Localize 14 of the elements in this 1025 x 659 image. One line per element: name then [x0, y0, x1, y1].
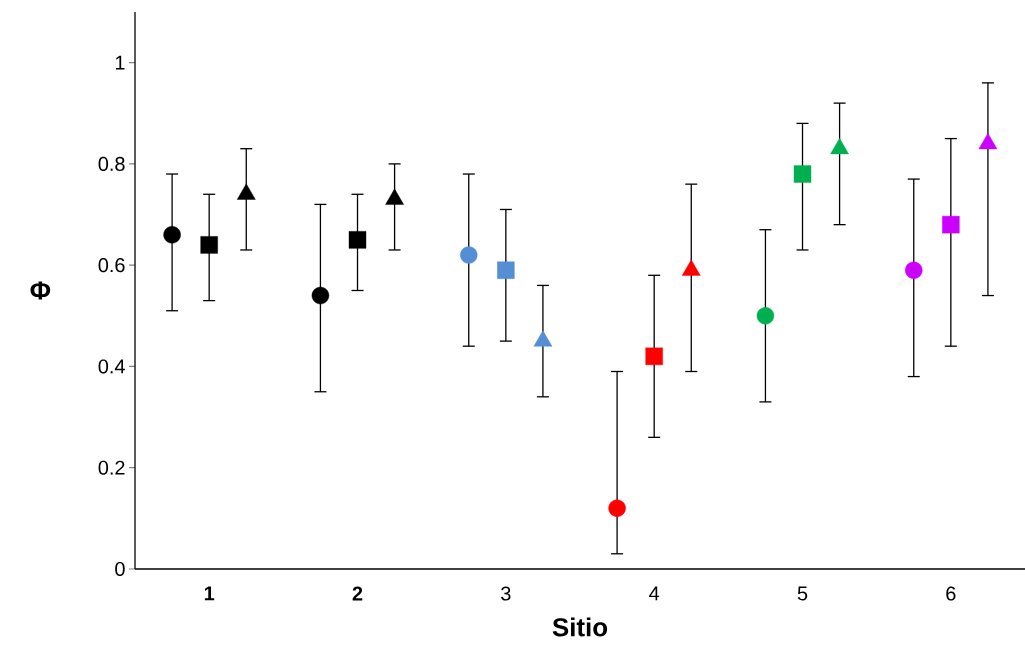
y-axis-title: Φ: [30, 281, 51, 300]
x-tick-label: 3: [501, 586, 511, 601]
y-tick-label: 0: [115, 561, 125, 577]
y-tick-label: 0.4: [98, 359, 125, 374]
x-tick-label: 4: [649, 586, 660, 601]
y-tick-label: 0.6: [98, 258, 125, 273]
y-tick-label: 1: [115, 55, 125, 70]
x-axis-title: Sitio: [552, 617, 608, 637]
x-tick-label: 6: [946, 586, 956, 601]
x-tick-label: 5: [797, 586, 808, 601]
x-tick-label: 2: [352, 586, 363, 601]
y-tick-label: 0.2: [98, 460, 125, 475]
y-tick-label: 0.8: [98, 156, 125, 171]
x-tick-label: 1: [204, 586, 215, 601]
